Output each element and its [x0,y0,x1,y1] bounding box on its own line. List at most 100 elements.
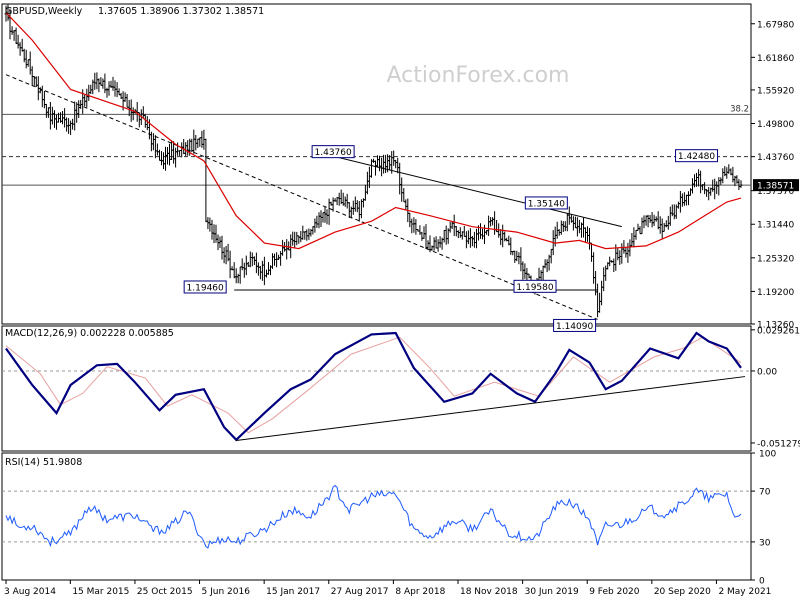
price-bar [464,231,468,249]
price-bar [382,154,386,174]
price-bar [160,151,163,166]
price-bar [105,87,109,98]
price-bar [248,251,252,268]
price-bar [715,181,719,194]
price-bar [398,162,402,195]
price-bar [89,84,93,94]
price-bar [305,229,309,241]
price-annotation-label: 1.42480 [678,152,715,162]
price-y-tick-label: 1.31440 [757,221,794,231]
x-axis-tick-label: 2 May 2021 [718,587,771,597]
price-bar [337,192,341,206]
x-axis-tick-label: 15 Jan 2017 [266,587,320,597]
price-bar [640,217,644,235]
x-axis-tick-label: 18 Nov 2018 [460,587,518,597]
price-annotation-box [524,196,568,210]
price-bar [642,215,646,229]
price-bar [462,226,466,237]
price-bar [168,143,171,166]
rsi-title: RSI(14) 51.9808 [5,457,82,468]
price-bar [357,201,361,222]
price-bar [680,193,684,207]
price-bar [73,101,77,131]
price-bar [301,225,305,240]
price-bar [26,59,30,67]
price-bar [339,189,343,205]
price-bar [515,250,519,262]
price-bar [652,214,656,226]
price-bar [612,258,616,272]
price-bar [293,231,297,248]
price-bar [42,91,46,109]
price-bar [519,247,523,272]
price-bar [75,102,79,123]
title-layer: GBPUSD,Weekly 1.37605 1.38906 1.37302 1.… [5,6,264,468]
price-bar [299,231,303,243]
price-bar [588,227,591,250]
x-axis-tick-label: 3 Aug 2014 [4,587,56,597]
price-bar [254,252,258,274]
price-bar [151,133,155,151]
price-trendline [5,74,598,320]
price-bar [662,223,666,232]
price-bar [630,233,634,247]
price-bar [347,202,351,218]
price-bar [479,223,482,239]
price-bar [682,192,686,206]
price-bar [289,234,293,259]
price-bar [442,229,446,243]
price-bar [678,191,682,213]
x-axis-tick-label: 27 Aug 2017 [331,587,389,597]
price-annotation-label: 1.35140 [528,199,565,209]
macd-panel-frame [1,325,752,452]
price-bar [48,102,52,130]
price-bar [616,248,620,261]
price-bar [10,26,14,35]
price-bar [541,265,545,282]
price-bar [325,209,329,225]
price-annotation-box [553,318,597,332]
price-bar [586,226,589,242]
price-bar [180,142,184,158]
price-bar [319,210,323,227]
rsi-line [5,484,742,549]
price-bar [396,157,400,174]
price-y-tick-label: 1.67980 [757,20,794,30]
price-bar [111,76,115,91]
price-bar [20,38,24,52]
price-bar [412,217,416,233]
price-bar [99,77,103,86]
price-bar [487,215,491,236]
price-bar [668,206,672,226]
macd-y-tick-label: 0.00 [757,367,777,377]
price-bar [238,266,242,284]
price-bar [545,259,549,273]
price-bar [63,108,67,128]
price-annotation-box [183,280,227,294]
price-bar [194,135,198,151]
price-bar [218,236,222,248]
price-bar [125,94,129,108]
price-bar [573,216,577,229]
price-bar [628,239,632,257]
price-y-tick-label: 1.25320 [757,254,794,264]
price-bar [228,250,232,279]
price-bar [602,267,606,292]
price-bar [739,180,743,188]
price-bar [664,220,668,228]
price-bar [22,48,26,63]
x-axis-tick-label: 15 Mar 2015 [72,587,129,597]
price-bar [234,268,238,284]
price-y-tick-label: 1.13260 [757,321,794,331]
price-annotation-label: 1.19460 [187,283,224,293]
price-annotation-box [675,149,719,163]
price-bar [660,218,664,240]
price-bar [699,170,703,194]
price-bar [164,146,167,171]
macd-y-tick-label: -0.051279 [757,439,800,449]
price-bar [620,243,624,264]
price-bar [291,231,295,246]
price-bar [12,30,16,41]
